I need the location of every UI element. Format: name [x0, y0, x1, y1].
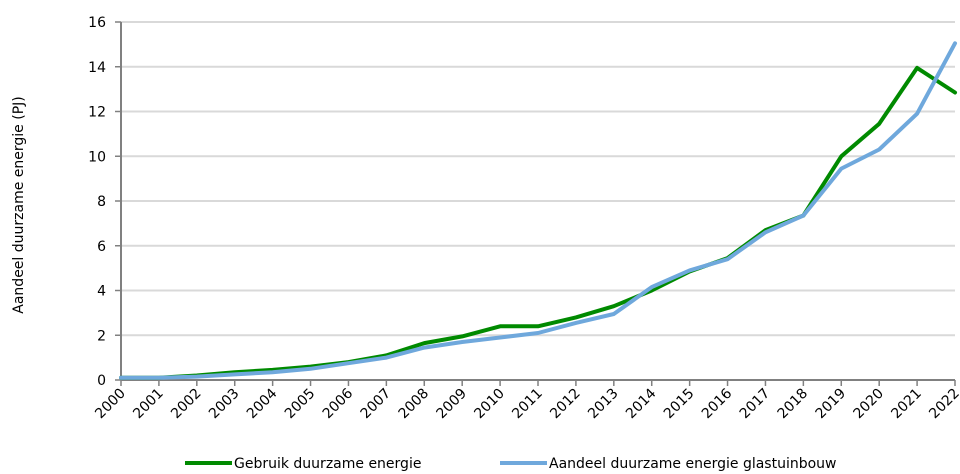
axes: [115, 21, 956, 386]
y-axis-label: Aandeel duurzame energie (PJ): [11, 96, 27, 313]
y-tick-label: 10: [88, 149, 106, 165]
y-tick-label: 8: [97, 194, 106, 210]
y-tick-labels: 0 2 4 6 8 10 12 14 16: [88, 15, 106, 389]
x-tick-label: 2006: [320, 385, 357, 422]
y-tick-label: 2: [97, 328, 106, 344]
x-tick-label: 2005: [282, 386, 319, 423]
legend-label: Gebruik duurzame energie: [234, 456, 421, 472]
y-tick-label: 0: [97, 373, 106, 389]
y-tick-label: 4: [97, 284, 106, 300]
legend-item-1: Gebruik duurzame energie: [185, 456, 421, 472]
x-tick-label: 2021: [888, 386, 925, 423]
x-tick-label: 2012: [547, 386, 584, 423]
x-tick-label: 2017: [737, 386, 774, 423]
x-tick-labels: 2000 2001 2002 2003 2004 2005 2006 2007 2008 2009…: [92, 385, 960, 422]
x-tick-label: 2002: [168, 386, 205, 423]
x-tick-label: 2019: [813, 386, 850, 423]
x-tick-label: 2001: [130, 386, 167, 423]
gridlines: [121, 21, 955, 337]
y-tick-label: 16: [88, 15, 106, 31]
x-tick-label: 2007: [358, 386, 395, 423]
legend: Gebruik duurzame energie Aandeel duurzame…: [185, 456, 837, 472]
x-tick-label: 2000: [92, 386, 129, 423]
x-tick-label: 2009: [433, 386, 470, 423]
x-tick-label: 2004: [244, 385, 281, 422]
y-tick-label: 12: [88, 105, 106, 121]
series-lines: [119, 41, 957, 380]
x-tick-label: 2008: [396, 386, 433, 423]
x-tick-label: 2013: [585, 386, 622, 423]
legend-label: Aandeel duurzame energie glastuinbouw: [549, 456, 837, 472]
x-tick-label: 2016: [699, 385, 736, 422]
x-tick-label: 2020: [850, 386, 887, 423]
x-tick-label: 2003: [206, 386, 243, 423]
legend-item-2: Aandeel duurzame energie glastuinbouw: [500, 456, 837, 472]
x-tick-label: 2011: [509, 386, 546, 423]
x-tick-label: 2014: [623, 385, 660, 422]
y-tick-label: 6: [97, 239, 106, 255]
x-tick-label: 2022: [926, 386, 960, 423]
x-tick-label: 2015: [661, 386, 698, 423]
x-tick-label: 2018: [775, 386, 812, 423]
y-tick-label: 14: [88, 60, 106, 76]
x-tick-label: 2010: [471, 386, 508, 423]
